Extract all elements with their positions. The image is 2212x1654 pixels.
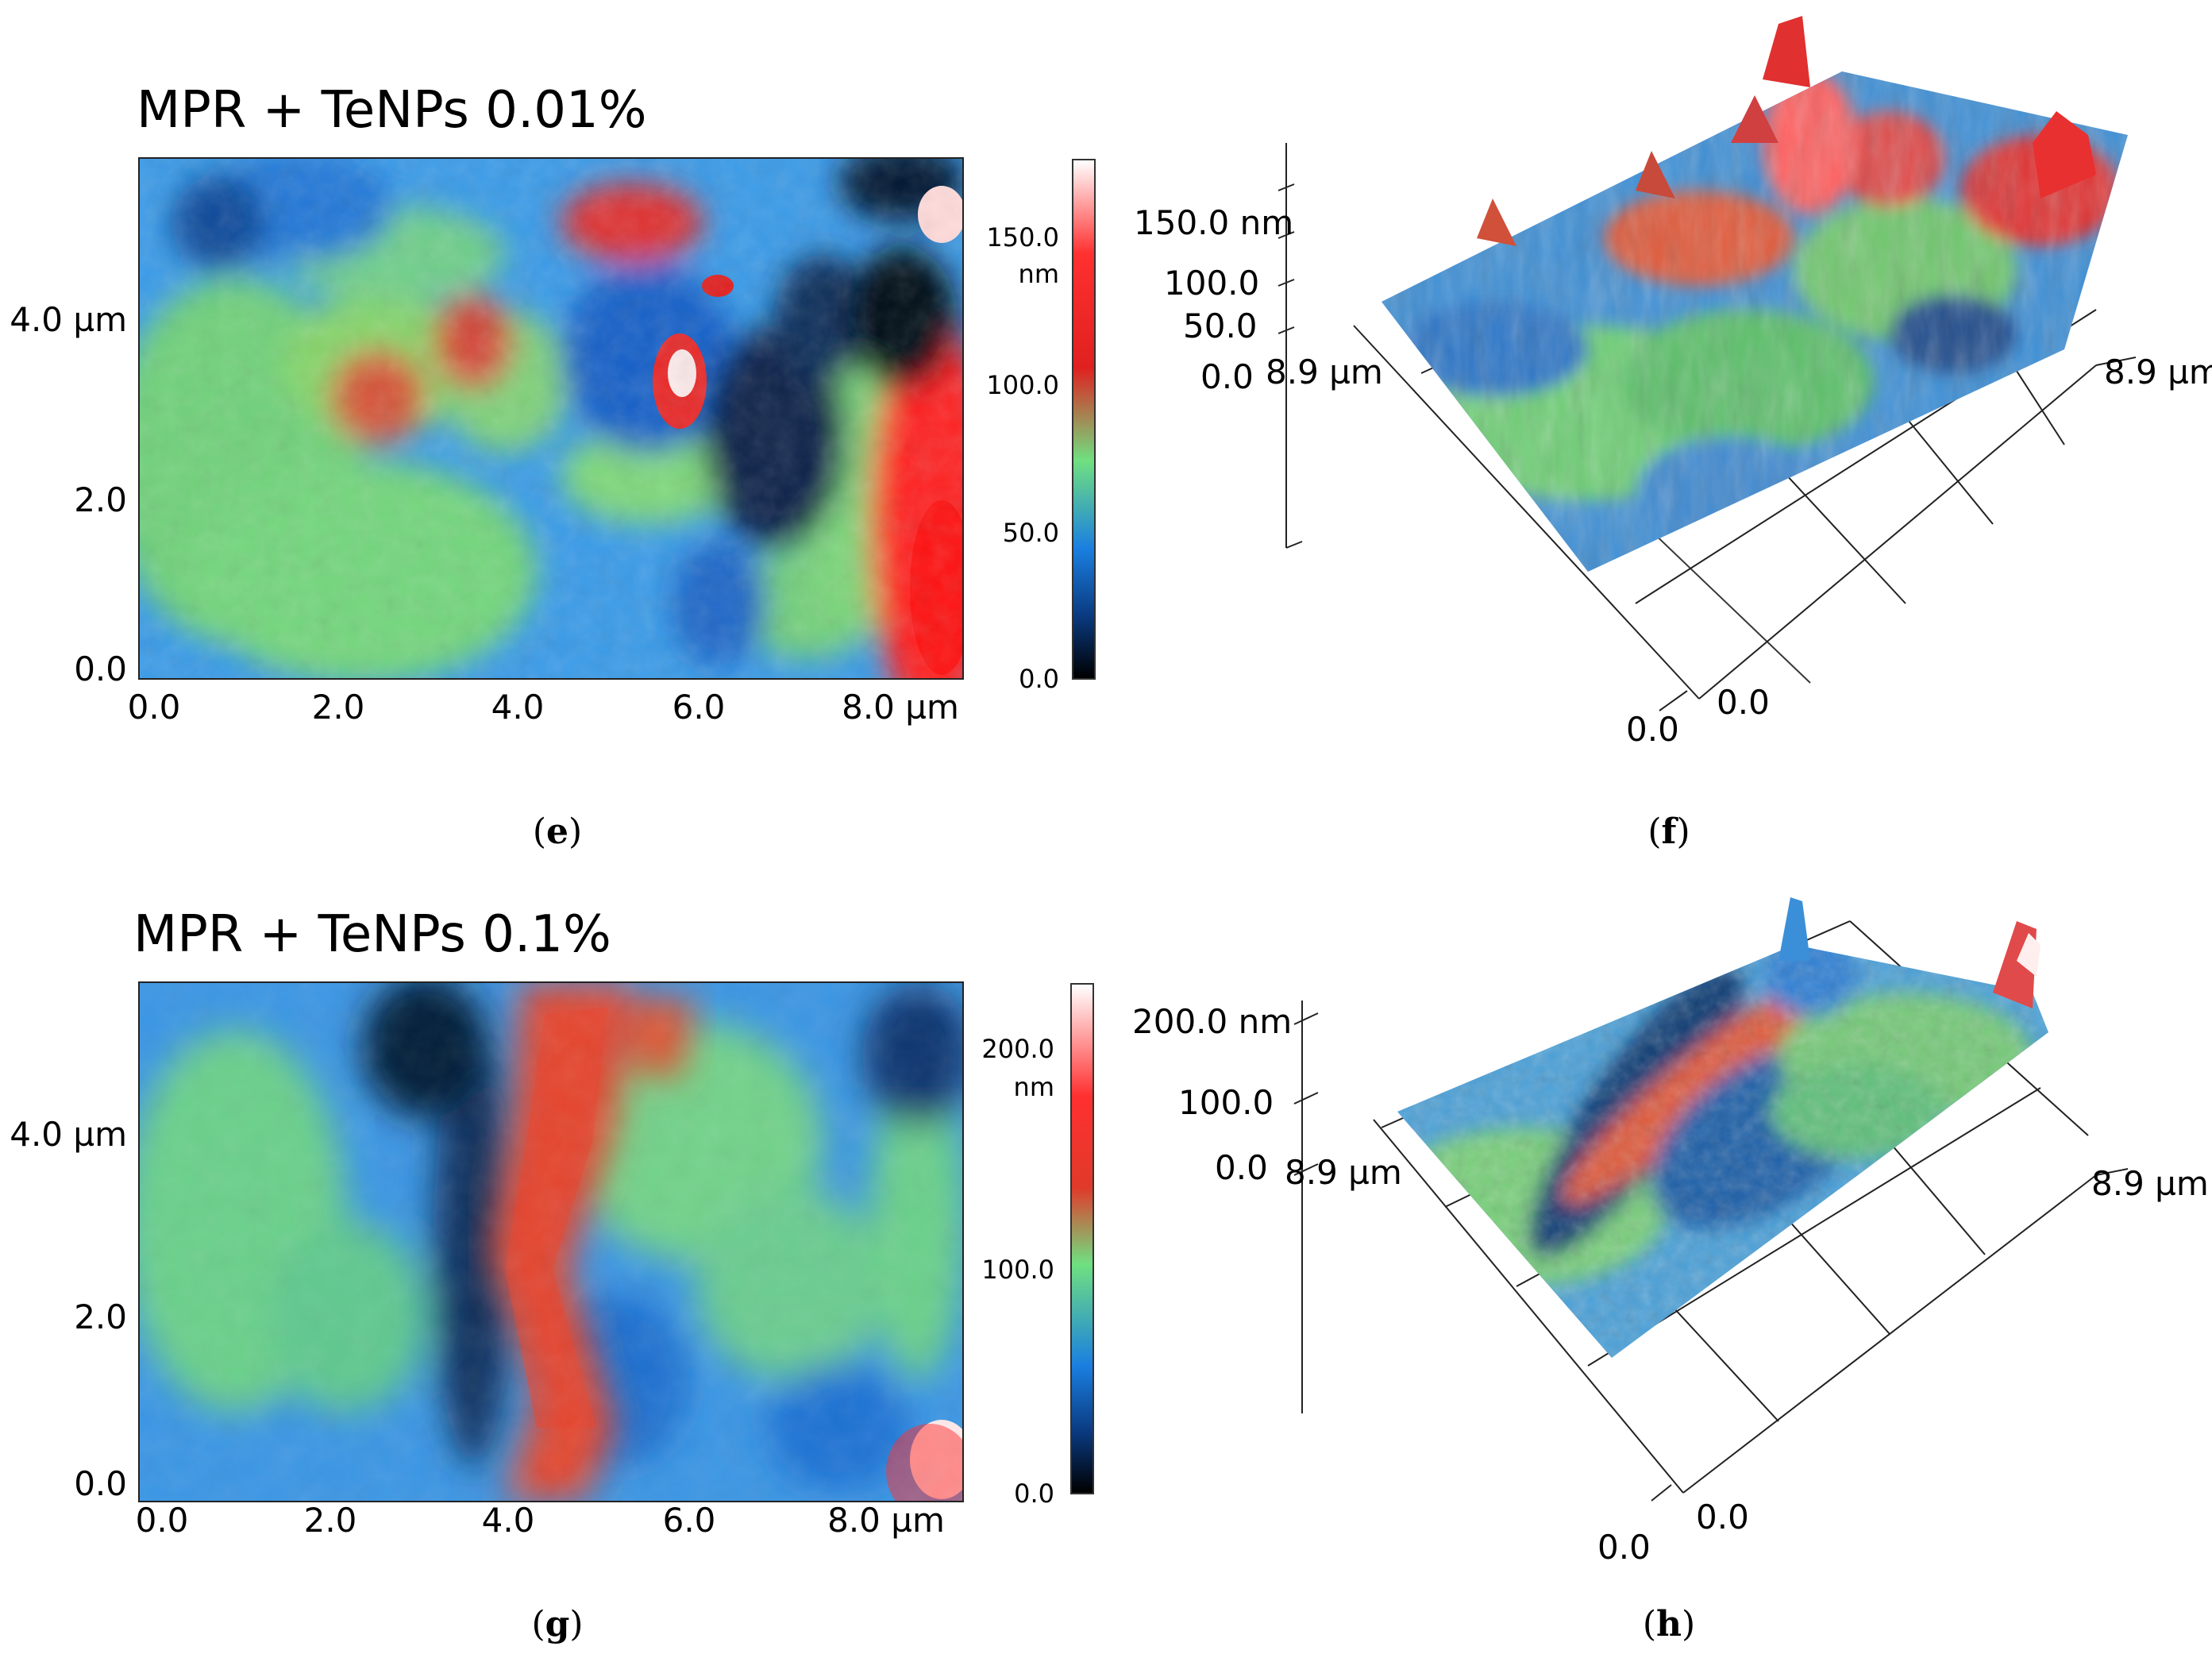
panel-g-colorbar-unit: nm	[1013, 1072, 1054, 1102]
panel-e-y-tick-4: 4.0 µm	[10, 300, 127, 339]
panel-g-colorbar	[1070, 983, 1094, 1494]
panel-e-x-tick-6: 6.0	[672, 688, 726, 727]
panel-g-colorbar-mid: 100.0	[981, 1255, 1054, 1285]
panel-e-caption: (e)	[532, 812, 583, 852]
panel-g-title: MPR + TeNPs 0.1%	[133, 905, 611, 964]
panel-g-y-tick-2: 2.0	[74, 1297, 127, 1336]
panel-g-caption-letter: g	[545, 1604, 570, 1644]
panel-e-colorbar-low: 50.0	[1002, 518, 1059, 548]
panel-e-caption-letter: e	[546, 812, 568, 852]
panel-g-height-map	[138, 981, 964, 1502]
panel-e-x-tick-0: 0.0	[127, 688, 181, 727]
panel-e-colorbar-top: 150.0	[986, 222, 1059, 253]
panel-f-z-tick-0: 0.0	[1200, 357, 1254, 396]
panel-e-x-tick-2: 2.0	[311, 688, 365, 727]
panel-g-x-tick-2: 2.0	[303, 1501, 357, 1540]
panel-h-z-tick-0: 0.0	[1215, 1148, 1268, 1187]
panel-f-axis-right: 8.9 µm	[2104, 353, 2212, 391]
panel-g-x-tick-6: 6.0	[662, 1501, 716, 1540]
panel-f-axis-left: 8.9 µm	[1266, 353, 1383, 391]
panel-e-colorbar-zero: 0.0	[1019, 664, 1059, 694]
panel-e-y-tick-2: 2.0	[74, 480, 127, 519]
panel-g-y-tick-0: 0.0	[74, 1464, 127, 1503]
panel-e-height-map	[138, 157, 964, 680]
panel-h-origin-left: 0.0	[1597, 1528, 1651, 1567]
panel-g-y-tick-4: 4.0 µm	[10, 1115, 127, 1154]
panel-f-caption: (f)	[1647, 812, 1690, 852]
panel-h-3d-surface	[1293, 897, 2129, 1502]
panel-e-x-tick-4: 4.0	[491, 688, 545, 727]
panel-h-axis-left: 8.9 µm	[1285, 1153, 1402, 1192]
panel-f-caption-letter: f	[1661, 812, 1677, 852]
panel-f-3d-surface	[1277, 16, 2137, 711]
panel-e-map-image	[140, 159, 962, 678]
panel-h-caption-letter: h	[1656, 1604, 1682, 1644]
panel-h-caption: (h)	[1642, 1604, 1696, 1644]
panel-g-colorbar-top: 200.0	[981, 1034, 1054, 1064]
panel-e-title: MPR + TeNPs 0.01%	[137, 81, 647, 140]
panel-g-x-tick-8: 8.0 µm	[827, 1501, 945, 1540]
panel-f-origin-right: 0.0	[1717, 683, 1770, 722]
panel-e-y-tick-0: 0.0	[74, 650, 127, 688]
panel-f-z-tick-150: 150.0 nm	[1134, 203, 1294, 242]
panel-f-z-tick-50: 50.0	[1183, 307, 1258, 345]
panel-h-z-tick-200: 200.0 nm	[1132, 1002, 1293, 1041]
panel-g-colorbar-zero: 0.0	[1014, 1479, 1054, 1509]
panel-g-x-tick-0: 0.0	[135, 1501, 189, 1540]
panel-e-colorbar-unit: nm	[1018, 259, 1059, 289]
panel-h-origin-right: 0.0	[1696, 1498, 1749, 1536]
panel-h-axis-right: 8.9 µm	[2091, 1164, 2209, 1203]
panel-f-z-tick-100: 100.0	[1164, 264, 1260, 303]
panel-h-z-tick-100: 100.0	[1178, 1083, 1274, 1122]
panel-g-map-image	[140, 983, 962, 1501]
panel-e-colorbar	[1072, 159, 1096, 680]
panel-g-x-tick-4: 4.0	[481, 1501, 535, 1540]
panel-f-origin-left: 0.0	[1626, 710, 1679, 749]
panel-e-x-tick-8: 8.0 µm	[842, 688, 959, 727]
panel-e-colorbar-mid: 100.0	[986, 370, 1059, 400]
panel-g-caption: (g)	[531, 1604, 584, 1644]
